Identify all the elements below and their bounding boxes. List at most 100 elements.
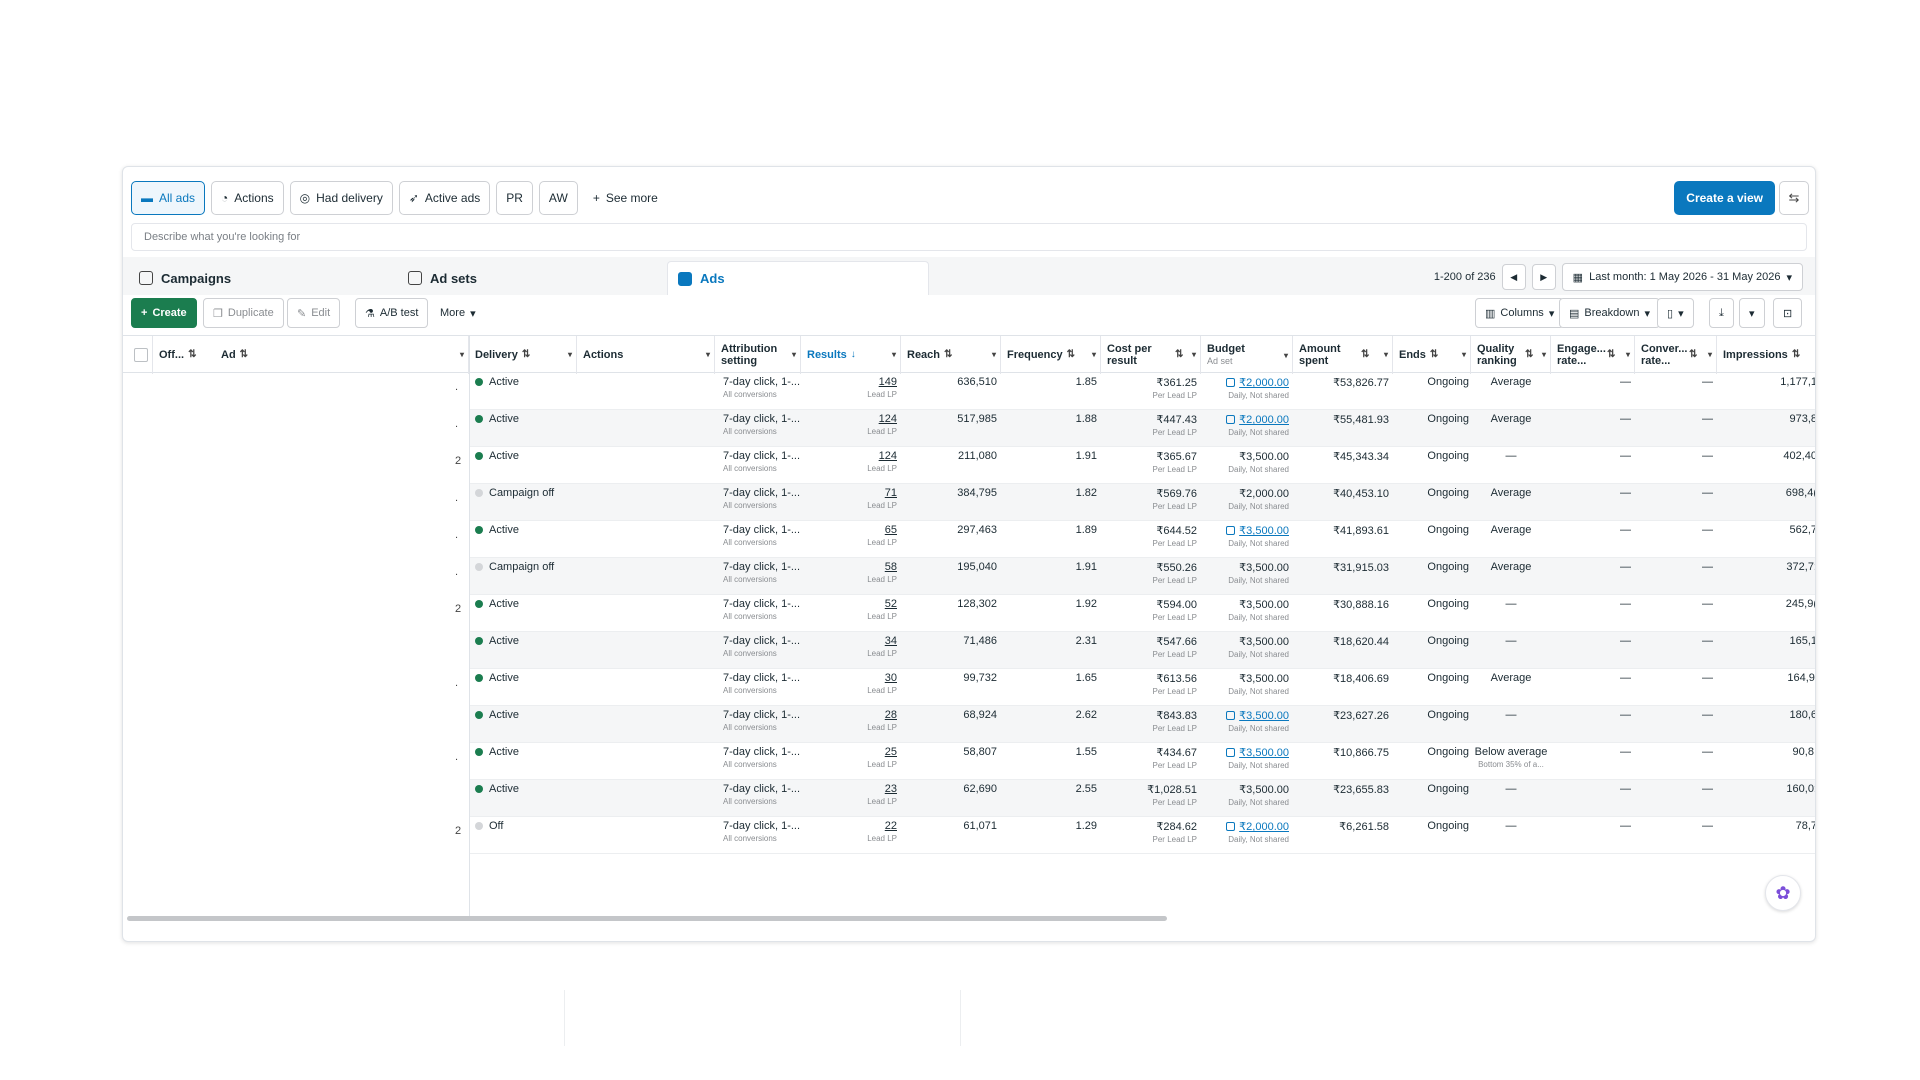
results-cell[interactable]: 30 Lead LP <box>867 672 897 695</box>
edit-budget-icon[interactable] <box>1226 415 1236 424</box>
edit-budget-icon[interactable] <box>1226 526 1236 535</box>
budget-cell[interactable]: ₹3,500.00 Daily, Not shared <box>1201 524 1289 548</box>
table-row[interactable]: Active 7-day click, 1-... All conversions 2… <box>123 780 1815 817</box>
tab-ads[interactable]: Ads <box>667 261 929 295</box>
quality-ranking-cell: — <box>1505 598 1517 610</box>
export-button[interactable]: ⤓ <box>1709 298 1734 328</box>
col-results[interactable]: Results ↓ ▾ <box>801 336 901 374</box>
table-row[interactable]: 2 Active 7-day click, 1-... All conversions… <box>123 595 1815 632</box>
col-quality-ranking[interactable]: Quality ranking ⇅ ▾ <box>1471 336 1551 374</box>
results-cell[interactable]: 25 Lead LP <box>867 746 897 769</box>
table-row[interactable]: Active 7-day click, 1-... All conversions 2… <box>123 706 1815 743</box>
engagement-rate-cell: — <box>1620 820 1631 832</box>
tab-active-ads[interactable]: ➶ Active ads <box>398 181 491 215</box>
edit-budget-icon[interactable] <box>1226 822 1236 831</box>
columns-button[interactable]: ▥ Columns ▾ <box>1475 298 1565 328</box>
edit-budget-icon[interactable] <box>1226 748 1236 757</box>
select-all-checkbox[interactable] <box>123 336 153 374</box>
reports-button[interactable]: ▯ ▾ <box>1657 298 1694 328</box>
results-cell[interactable]: 124 Lead LP <box>867 413 897 436</box>
delivery-cell: Active <box>475 746 519 758</box>
sliders-icon[interactable]: ⇆ <box>1779 181 1809 215</box>
tab-campaigns[interactable]: Campaigns <box>129 261 391 295</box>
toolbar: + Create ❐ Duplicate ✎ Edit ⚗ A/B test More ▾… <box>131 298 1807 328</box>
budget-cell[interactable]: ₹2,000.00 Daily, Not shared <box>1228 488 1289 511</box>
table-row[interactable]: . Campaign off 7-day click, 1-... All conve… <box>123 558 1815 595</box>
budget-cell[interactable]: ₹3,500.00 Daily, Not shared <box>1201 709 1289 733</box>
results-cell[interactable]: 52 Lead LP <box>867 598 897 621</box>
col-frequency[interactable]: Frequency ⇅ ▾ <box>1001 336 1101 374</box>
export-options-button[interactable]: ▾ <box>1739 298 1765 328</box>
horizontal-scrollbar[interactable] <box>127 916 1167 921</box>
table-row[interactable]: . Active 7-day click, 1-... All conversions… <box>123 373 1815 410</box>
see-more-button[interactable]: + See more <box>592 191 658 205</box>
tab-aw[interactable]: AW <box>538 181 578 215</box>
create-view-button[interactable]: Create a view <box>1674 181 1775 215</box>
tab-all-ads[interactable]: ▬ All ads <box>131 181 206 215</box>
edit-budget-icon[interactable] <box>1226 711 1236 720</box>
col-budget[interactable]: Budget Ad set ▾ <box>1201 336 1293 374</box>
budget-cell[interactable]: ₹3,500.00 Daily, Not shared <box>1228 784 1289 807</box>
results-cell[interactable]: 65 Lead LP <box>867 524 897 547</box>
budget-cell[interactable]: ₹3,500.00 Daily, Not shared <box>1228 636 1289 659</box>
budget-cell[interactable]: ₹3,500.00 Daily, Not shared <box>1228 451 1289 474</box>
results-cell[interactable]: 22 Lead LP <box>867 820 897 843</box>
results-cell[interactable]: 58 Lead LP <box>867 561 897 584</box>
col-actions[interactable]: Actions ▾ <box>577 336 715 374</box>
chart-toggle-button[interactable]: ⊡ <box>1773 298 1803 328</box>
table-row[interactable]: 2 Off 7-day click, 1-... All conversions 22 L… <box>123 817 1815 854</box>
ads-manager-panel: ▬ All ads ◔ Actions ◎ Had delivery ➶ Active … <box>122 166 1816 942</box>
sort-icon: ⇅ <box>1429 349 1439 360</box>
next-page-button[interactable]: ▶ <box>1531 264 1556 290</box>
ab-test-button[interactable]: ⚗ A/B test <box>355 298 429 328</box>
edit-budget-icon[interactable] <box>1226 378 1236 387</box>
tab-ad-sets[interactable]: Ad sets <box>398 261 660 295</box>
results-cell[interactable]: 23 Lead LP <box>867 783 897 806</box>
table-row[interactable]: . Active 7-day click, 1-... All conversions… <box>123 669 1815 706</box>
engagement-rate-cell: — <box>1620 561 1631 573</box>
results-cell[interactable]: 34 Lead LP <box>867 635 897 658</box>
col-attribution[interactable]: Attribution setting ▾ <box>715 336 801 374</box>
results-cell[interactable]: 71 Lead LP <box>867 487 897 510</box>
budget-cell[interactable]: ₹3,500.00 Daily, Not shared <box>1228 599 1289 622</box>
tab-actions[interactable]: ◔ Actions <box>211 181 284 215</box>
results-cell[interactable]: 149 Lead LP <box>867 376 897 399</box>
results-cell[interactable]: 28 Lead LP <box>867 709 897 732</box>
more-button[interactable]: More ▾ <box>431 298 485 328</box>
search-input[interactable]: Describe what you're looking for <box>131 223 1807 251</box>
chevron-down-icon: ▾ <box>705 350 710 359</box>
table-row[interactable]: . Active 7-day click, 1-... All conversions… <box>123 743 1815 780</box>
budget-cell[interactable]: ₹2,000.00 Daily, Not shared <box>1201 376 1289 400</box>
create-button[interactable]: + Create <box>131 298 197 328</box>
col-ad[interactable]: Ad ⇅ ▾ <box>215 336 469 374</box>
budget-cell[interactable]: ₹3,500.00 Daily, Not shared <box>1201 746 1289 770</box>
ai-assistant-icon[interactable]: ✿ <box>1765 875 1801 911</box>
duplicate-button[interactable]: ❐ Duplicate <box>203 298 284 328</box>
col-engagement-rate[interactable]: Engage... rate... ⇅ ▾ <box>1551 336 1635 374</box>
col-cost-per-result[interactable]: Cost per result ⇅ ▾ <box>1101 336 1201 374</box>
table-row[interactable]: . Campaign off 7-day click, 1-... All conve… <box>123 484 1815 521</box>
col-ends[interactable]: Ends ⇅ ▾ <box>1393 336 1471 374</box>
date-range-picker[interactable]: ▦ Last month: 1 May 2026 - 31 May 2026 ▾ <box>1561 263 1803 291</box>
budget-cell[interactable]: ₹3,500.00 Daily, Not shared <box>1228 673 1289 696</box>
col-off[interactable]: Off... ⇅ <box>159 349 197 361</box>
table-row[interactable]: Active 7-day click, 1-... All conversions 3… <box>123 632 1815 669</box>
prev-page-button[interactable]: ◀ <box>1501 264 1526 290</box>
budget-cell[interactable]: ₹2,000.00 Daily, Not shared <box>1201 820 1289 844</box>
col-conversion-rate[interactable]: Conver... rate... ⇅ ▾ <box>1635 336 1717 374</box>
table-row[interactable]: . Active 7-day click, 1-... All conversions… <box>123 410 1815 447</box>
edit-button[interactable]: ✎ Edit <box>287 298 341 328</box>
divider <box>564 990 565 1046</box>
col-amount-spent[interactable]: Amount spent ⇅ ▾ <box>1293 336 1393 374</box>
budget-cell[interactable]: ₹3,500.00 Daily, Not shared <box>1228 562 1289 585</box>
table-row[interactable]: 2 Active 7-day click, 1-... All conversions… <box>123 447 1815 484</box>
breakdown-button[interactable]: ▤ Breakdown ▾ <box>1559 298 1660 328</box>
tab-pr[interactable]: PR <box>496 181 533 215</box>
col-delivery[interactable]: Delivery ⇅ ▾ <box>469 336 577 374</box>
col-reach[interactable]: Reach ⇅ ▾ <box>901 336 1001 374</box>
results-cell[interactable]: 124 Lead LP <box>867 450 897 473</box>
budget-cell[interactable]: ₹2,000.00 Daily, Not shared <box>1201 413 1289 437</box>
table-row[interactable]: . Active 7-day click, 1-... All conversions… <box>123 521 1815 558</box>
col-impressions[interactable]: Impressions ⇅ <box>1723 349 1801 361</box>
tab-had-delivery[interactable]: ◎ Had delivery <box>289 181 393 215</box>
